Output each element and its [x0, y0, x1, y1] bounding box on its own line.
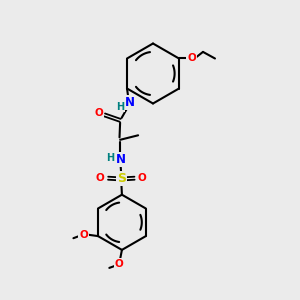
- Text: O: O: [138, 172, 147, 183]
- Text: O: O: [187, 53, 196, 64]
- Text: O: O: [115, 259, 123, 269]
- Text: H: H: [106, 153, 115, 163]
- Text: S: S: [117, 172, 126, 185]
- Text: N: N: [125, 96, 135, 110]
- Text: O: O: [79, 230, 88, 240]
- Text: N: N: [116, 153, 126, 166]
- Text: O: O: [96, 172, 105, 183]
- Text: H: H: [116, 101, 124, 112]
- Text: O: O: [95, 108, 103, 118]
